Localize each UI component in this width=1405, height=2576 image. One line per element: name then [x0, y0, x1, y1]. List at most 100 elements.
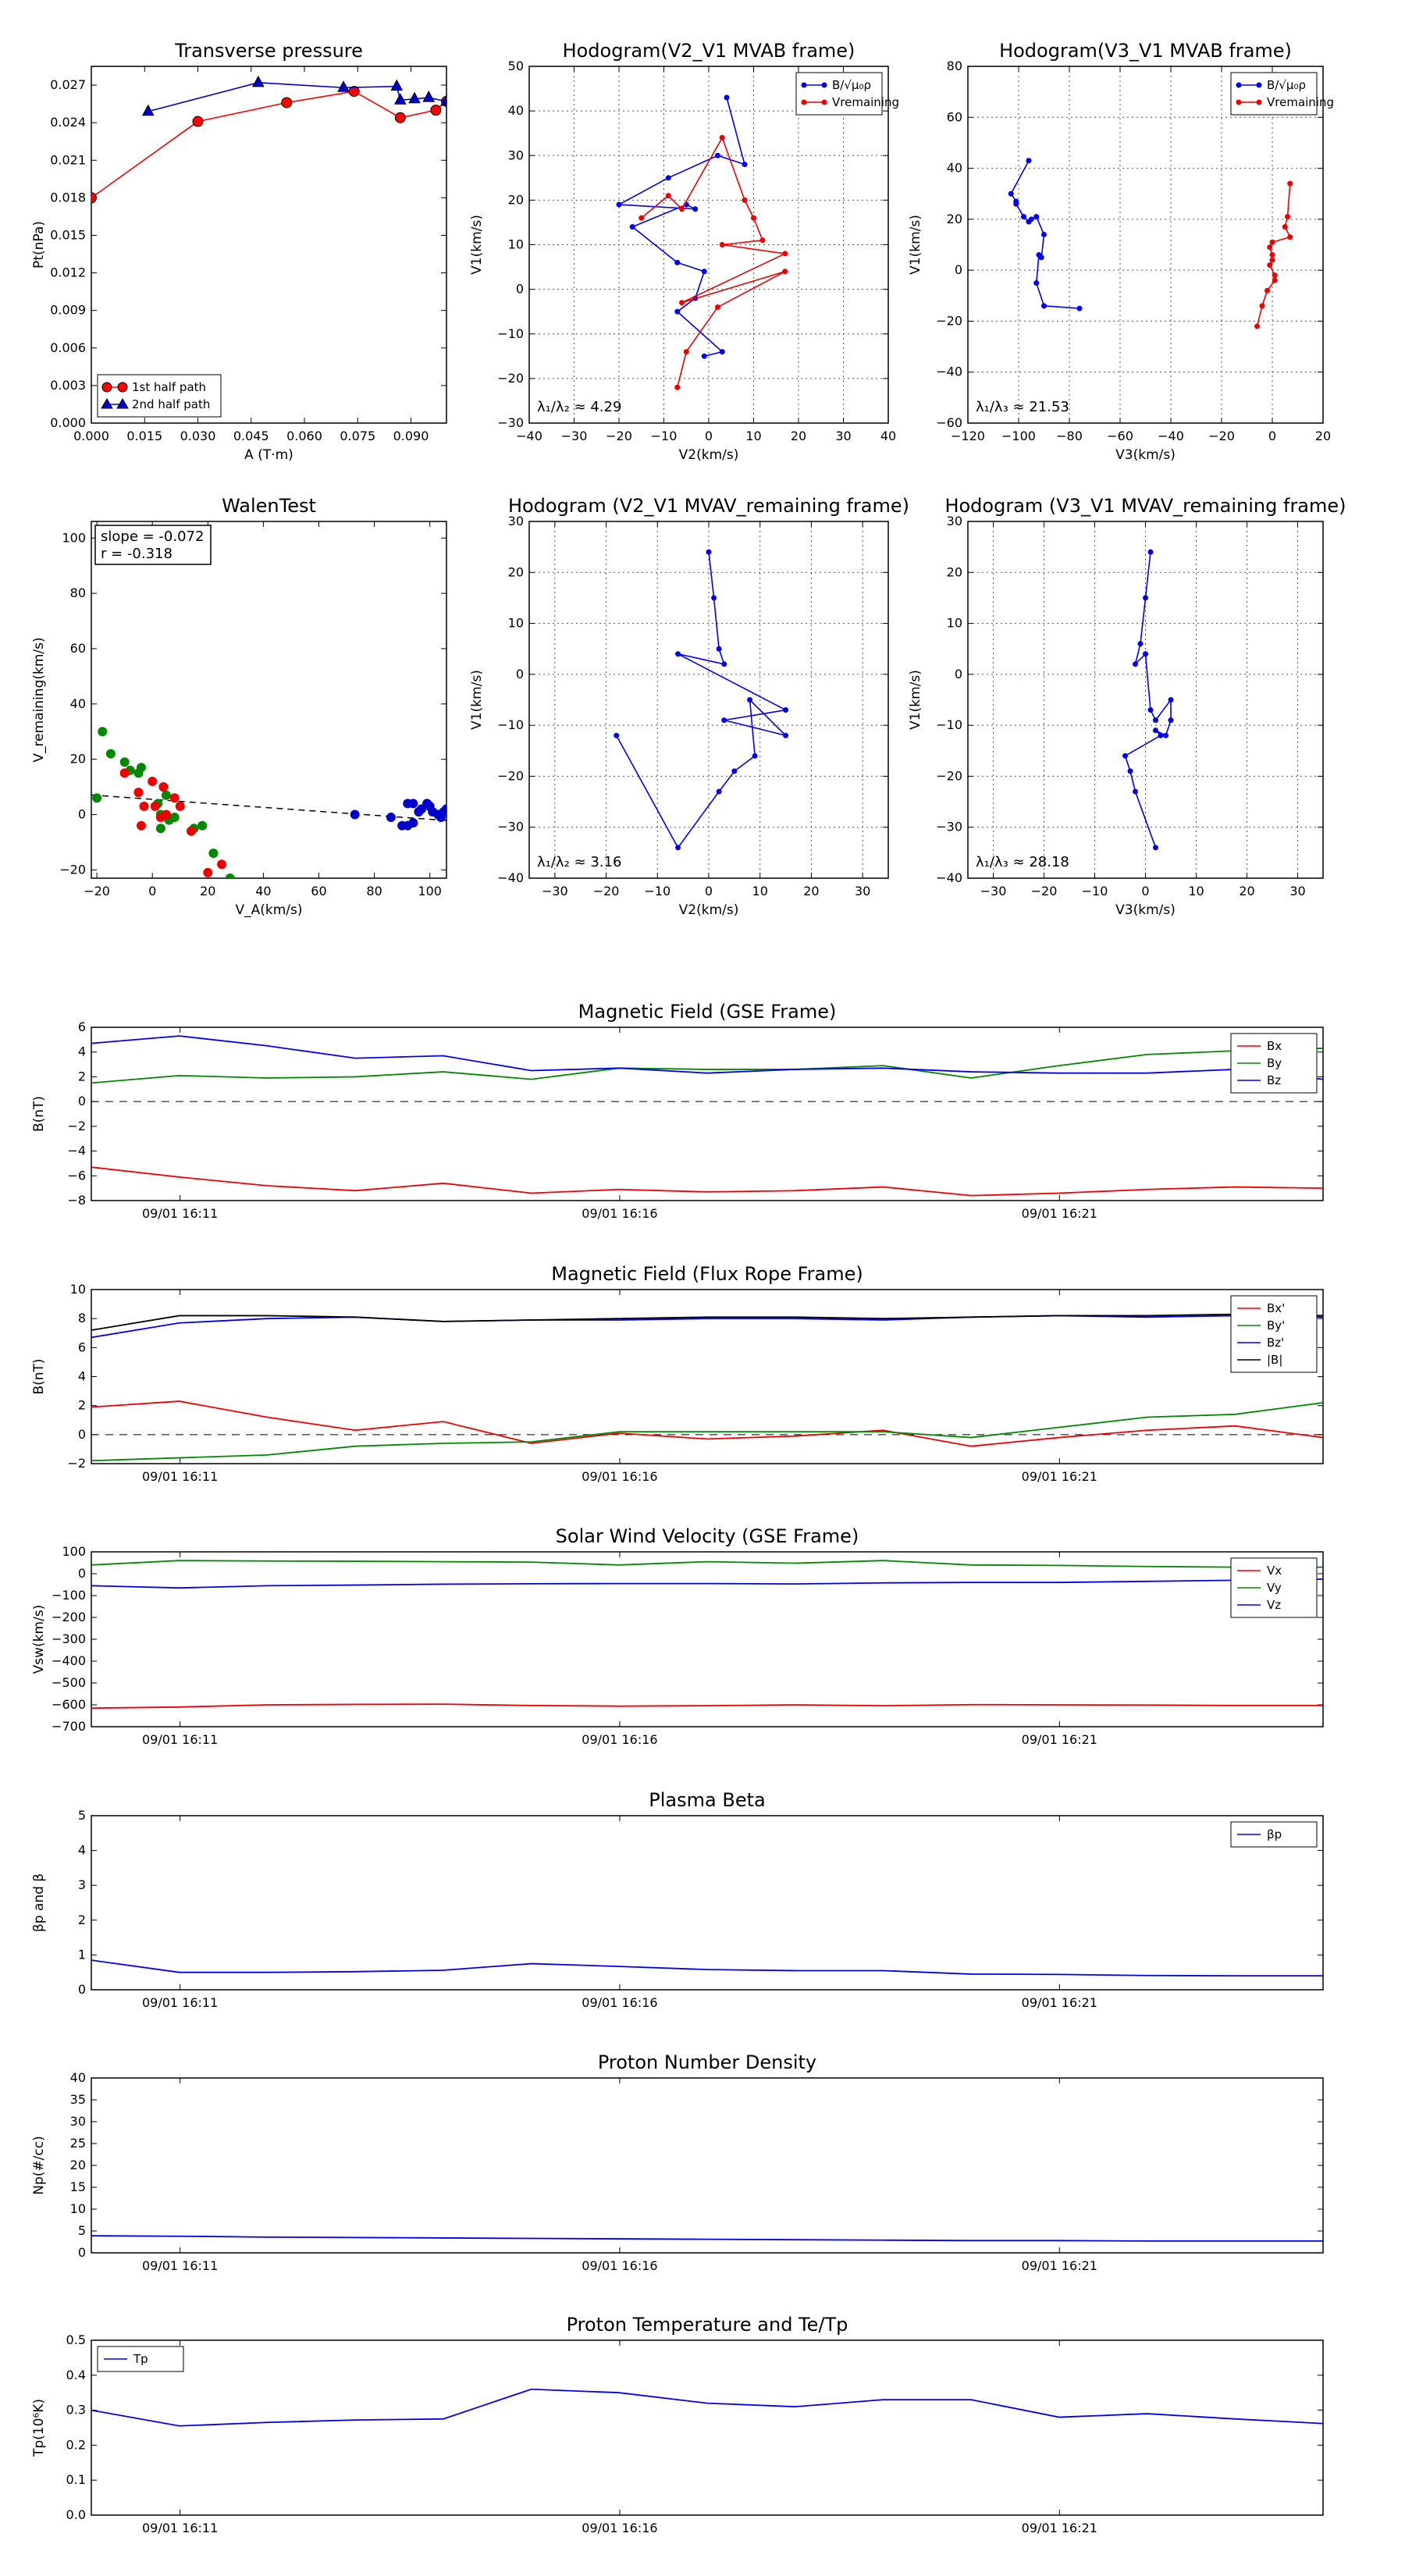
x-tick-label: 09/01 16:16: [582, 1732, 657, 1747]
x-tick-label: −20: [1031, 884, 1058, 898]
x-tick-label: 0.000: [73, 429, 109, 443]
data-point: [1041, 303, 1047, 309]
data-point: [614, 732, 620, 738]
y-tick-label: 20: [508, 564, 524, 579]
data-point: [1269, 252, 1275, 258]
x-tick-label: −40: [1158, 429, 1184, 443]
y-tick-label: −40: [936, 365, 962, 379]
x-tick-label: 09/01 16:11: [142, 1469, 218, 1484]
x-axis-label: V2(km/s): [679, 447, 739, 463]
y-tick-label: 6: [78, 1019, 86, 1034]
x-tick-label: 0: [148, 884, 156, 898]
plot-frame: [91, 1551, 1324, 1727]
legend-label: 2nd half path: [132, 397, 210, 411]
plot-frame: [91, 521, 447, 879]
y-tick-label: 0.006: [50, 340, 86, 355]
x-tick-label: −30: [561, 429, 588, 443]
y-axis-label: Tp(10⁶K): [31, 2399, 47, 2457]
data-point: [679, 206, 685, 212]
x-tick-label: 09/01 16:16: [582, 1995, 657, 2010]
x-axis-label: A (T·m): [244, 447, 293, 463]
data-point: [1267, 244, 1273, 251]
y-tick-label: 0: [78, 807, 86, 822]
chart-title: Magnetic Field (Flux Rope Frame): [551, 1263, 863, 1285]
y-tick-label: −10: [936, 717, 962, 732]
x-tick-label: −80: [1056, 429, 1083, 443]
plot-area: [614, 549, 789, 851]
y-tick-label: 40: [70, 696, 86, 711]
data-point: [1158, 732, 1164, 738]
y-axis-label: B(nT): [31, 1096, 47, 1132]
plot-area: [91, 1959, 1323, 1977]
x-axis-label: V3(km/s): [1115, 447, 1176, 463]
data-point: [136, 820, 146, 831]
x-tick-label: 09/01 16:11: [142, 2258, 218, 2273]
y-tick-label: 0: [78, 1982, 86, 1997]
y-axis-label: V1(km/s): [908, 215, 923, 275]
y-tick-label: 0: [78, 1427, 86, 1442]
plot-frame: [967, 66, 1324, 424]
x-tick-label: 20: [200, 884, 215, 898]
x-tick-label: 40: [880, 429, 896, 443]
legend-label: Vremaining: [1267, 95, 1334, 109]
data-point: [683, 349, 689, 355]
data-point: [1147, 707, 1154, 713]
y-tick-label: 0.027: [50, 77, 86, 92]
y-tick-label: 0: [78, 1566, 86, 1581]
data-point: [281, 97, 293, 109]
y-tick-label: 40: [508, 103, 524, 118]
chart-title: Hodogram (V3_V1 MVAV_remaining frame): [944, 495, 1346, 517]
data-point: [701, 269, 707, 275]
x-tick-label: 20: [1315, 429, 1331, 443]
data-point: [208, 849, 219, 859]
data-point: [92, 793, 102, 803]
data-point: [1269, 239, 1275, 245]
chart-title: Hodogram(V3_V1 MVAB frame): [999, 40, 1292, 62]
y-tick-label: 0.012: [50, 265, 86, 280]
y-tick-label: 20: [70, 752, 86, 767]
data-point: [675, 651, 681, 657]
x-tick-label: −30: [980, 884, 1007, 898]
series-0: [92, 727, 235, 878]
plot-area: [1008, 158, 1293, 329]
y-tick-label: 30: [508, 514, 524, 528]
y-tick-label: −500: [52, 1675, 86, 1690]
data-point: [150, 801, 160, 811]
data-point: [1272, 272, 1278, 279]
series-line-By: [91, 1048, 1323, 1084]
x-tick-label: 09/01 16:16: [582, 1469, 657, 1484]
data-point: [1147, 549, 1154, 555]
y-tick-label: 10: [508, 237, 524, 252]
chart-title: Proton Number Density: [598, 2051, 816, 2073]
y-tick-label: −600: [52, 1697, 86, 1712]
data-point: [742, 162, 748, 168]
y-tick-label: 40: [70, 2070, 86, 2085]
data-point: [782, 269, 788, 275]
data-point: [715, 304, 720, 310]
data-point: [408, 818, 418, 828]
plot-area: [91, 1560, 1323, 1710]
x-tick-label: 10: [1188, 884, 1204, 898]
data-point: [1076, 305, 1083, 311]
plot-area: [91, 2388, 1323, 2427]
y-tick-label: 0: [516, 667, 524, 681]
chart-title: Proton Temperature and Te/Tp: [567, 2314, 848, 2336]
data-point: [719, 134, 725, 141]
stats-text: slope = -0.072: [101, 528, 204, 545]
chart-wt: −20 0 20 40 60 80 100 −20 0 20 40 60 80 100 WalenTest V…: [31, 495, 447, 918]
data-point: [1127, 768, 1133, 774]
chart-title: WalenTest: [222, 495, 316, 517]
y-tick-label: 6: [78, 1340, 86, 1354]
ratio-annotation: λ₁/λ₃ ≈ 28.18: [976, 854, 1069, 870]
data-point: [719, 349, 725, 355]
y-tick-label: 0: [955, 667, 962, 681]
chart-title: Transverse pressure: [174, 40, 363, 62]
x-tick-label: 09/01 16:11: [142, 1995, 218, 2010]
series-line-|B|: [91, 1313, 1323, 1331]
y-tick-label: 80: [70, 585, 86, 600]
data-point: [141, 104, 155, 116]
legend-label: Bx': [1267, 1301, 1285, 1315]
data-point: [430, 105, 442, 116]
y-tick-label: −300: [52, 1631, 86, 1646]
x-tick-label: 30: [835, 429, 851, 443]
